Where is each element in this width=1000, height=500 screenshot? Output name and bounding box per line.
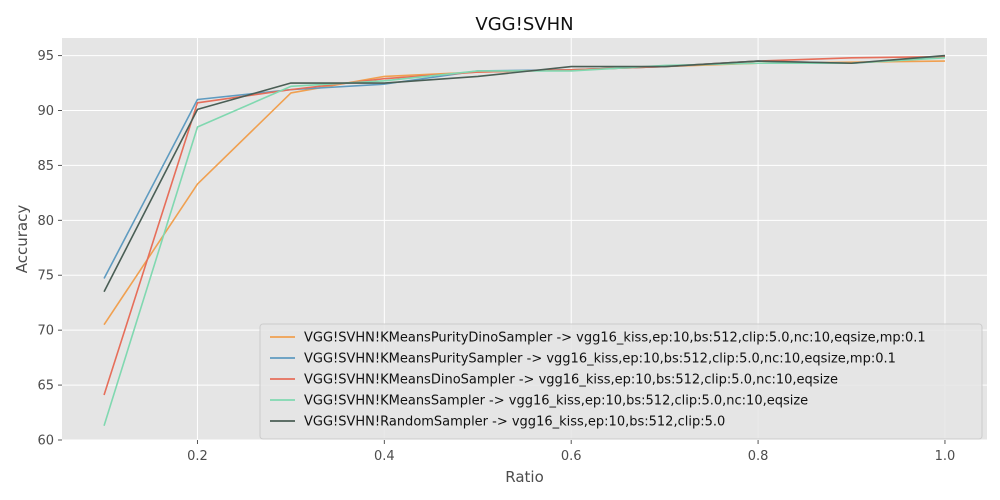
legend-entry-label: VGG!SVHN!KMeansPurityDinoSampler -> vgg1… xyxy=(304,331,926,346)
y-tick-label: 60 xyxy=(37,434,54,449)
series-line-5 xyxy=(103,54,946,293)
x-tick-label: 0.2 xyxy=(187,449,208,464)
x-tick-label: 1.0 xyxy=(935,449,956,464)
series-layer xyxy=(103,54,946,426)
legend-entry-label: VGG!SVHN!KMeansPuritySampler -> vgg16_ki… xyxy=(304,352,896,367)
legend: VGG!SVHN!KMeansPurityDinoSampler -> vgg1… xyxy=(259,323,983,440)
y-tick-label: 70 xyxy=(37,324,54,339)
chart-title: VGG!SVHN xyxy=(475,14,573,35)
y-tick-label: 75 xyxy=(37,269,54,284)
x-tick-label: 0.8 xyxy=(748,449,769,464)
axis-ticks: 0.2 0.4 0.6 0.8 1.0 60 65 70 75 80 85 90 95 xyxy=(37,49,955,464)
legend-entry-label: VGG!SVHN!RandomSampler -> vgg16_kiss,ep:… xyxy=(304,415,725,430)
legend-entry-label: VGG!SVHN!KMeansDinoSampler -> vgg16_kiss… xyxy=(304,373,838,388)
y-axis-label: Accuracy xyxy=(13,205,31,274)
x-tick-label: 0.6 xyxy=(561,449,582,464)
y-tick-label: 95 xyxy=(37,49,54,64)
y-tick-label: 80 xyxy=(37,214,54,229)
legend-box xyxy=(259,323,983,440)
y-tick-label: 90 xyxy=(37,104,54,119)
y-tick-label: 65 xyxy=(37,379,54,394)
x-axis-label: Ratio xyxy=(505,468,544,486)
legend-entry-label: VGG!SVHN!KMeansSampler -> vgg16_kiss,ep:… xyxy=(304,394,808,409)
y-tick-label: 85 xyxy=(37,159,54,174)
x-tick-label: 0.4 xyxy=(374,449,395,464)
